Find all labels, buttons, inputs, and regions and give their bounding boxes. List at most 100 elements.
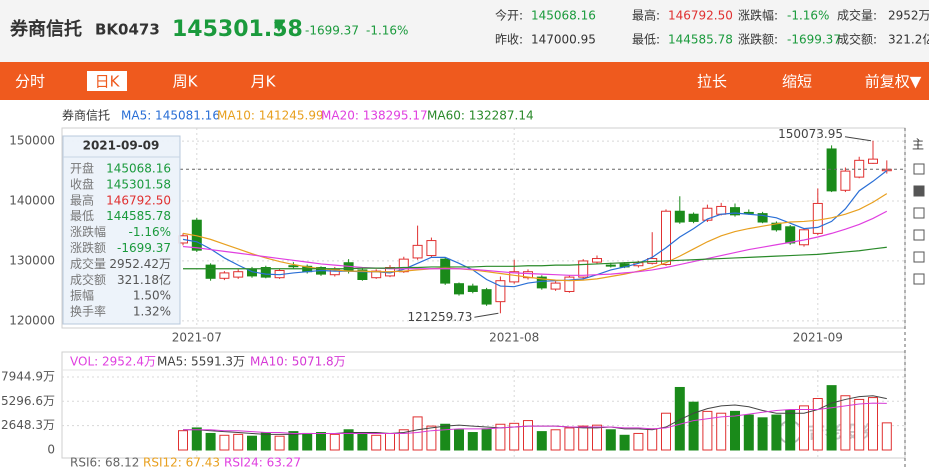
- ma-line: [182, 193, 888, 282]
- stat-label: 最低:: [632, 33, 660, 47]
- stat-value: 144585.78: [668, 33, 733, 47]
- info-label: 收盘: [70, 176, 94, 191]
- info-value: 146792.50: [106, 193, 171, 207]
- volume-bar: [371, 434, 382, 451]
- volume-bar: [302, 432, 313, 451]
- candle-body: [219, 272, 230, 279]
- volume-bar: [785, 409, 796, 451]
- checkbox[interactable]: [913, 251, 925, 263]
- volume-bar: [840, 395, 851, 451]
- info-value: 1.50%: [133, 289, 171, 303]
- volume-bar: [743, 414, 754, 451]
- volume-bar: [343, 429, 354, 451]
- info-value: 145301.58: [106, 177, 171, 191]
- volume-bar: [219, 434, 230, 451]
- stat-label: 成交量:: [837, 8, 877, 23]
- volume-bar: [454, 429, 464, 451]
- volume-bar: [826, 385, 837, 451]
- stat-label: 最高:: [632, 8, 660, 23]
- stock-name: 券商信托: [9, 18, 82, 40]
- sidebar-label: 主: [912, 138, 924, 152]
- candle-body: [716, 205, 727, 215]
- tab[interactable]: 日K: [95, 73, 121, 91]
- checkbox[interactable]: [913, 229, 925, 241]
- info-value: -1699.37: [117, 241, 171, 255]
- volume-bar: [661, 412, 671, 451]
- y-tick-label: 120000: [9, 313, 55, 327]
- candle-body: [840, 170, 851, 191]
- stat-value: 147000.95: [531, 33, 596, 47]
- candle-body: [578, 260, 589, 278]
- volume-bar: [467, 432, 478, 451]
- volume-bar: [592, 424, 602, 451]
- candle-body: [674, 210, 685, 223]
- checkbox[interactable]: [913, 163, 925, 175]
- volume-bar: [385, 432, 395, 451]
- volume-bar: [771, 414, 782, 451]
- checkbox[interactable]: [913, 207, 925, 219]
- header-bg: [0, 0, 929, 62]
- candle-body: [757, 213, 768, 223]
- volume-bar: [233, 433, 244, 451]
- candle-body: [440, 258, 451, 284]
- info-value: 144585.78: [106, 209, 171, 223]
- tab[interactable]: 分时: [15, 73, 45, 91]
- volume-bar: [688, 401, 699, 451]
- tab-button[interactable]: 前复权▼: [865, 73, 922, 91]
- y-tick-label: 5296.6万: [1, 394, 55, 408]
- stat-label: 昨收:: [495, 33, 523, 47]
- x-tick-label: 2021-08: [489, 331, 539, 345]
- candle-body: [868, 158, 878, 164]
- volume-bar: [868, 397, 878, 451]
- candle-body: [536, 276, 547, 289]
- tab-button[interactable]: 拉长: [697, 73, 727, 91]
- candle-body: [592, 258, 602, 263]
- candle-body: [357, 269, 368, 280]
- volume-legend: VOL: 2952.4万: [70, 355, 156, 369]
- volume-bar: [633, 432, 644, 451]
- info-label: 成交额: [70, 272, 106, 287]
- legend-entry: MA10: 141245.99: [217, 109, 324, 123]
- info-value: -1.16%: [129, 225, 171, 239]
- volume-bar: [329, 433, 340, 451]
- y-tick-label: 140000: [9, 194, 55, 208]
- info-label: 成交量: [70, 256, 106, 271]
- volume-bar: [730, 410, 740, 451]
- checkbox[interactable]: [913, 185, 925, 197]
- volume-bar: [509, 422, 520, 451]
- volume-bar: [274, 435, 285, 451]
- info-label: 振幅: [70, 288, 94, 303]
- candle-body: [550, 282, 561, 290]
- volume-bar: [619, 434, 630, 451]
- indicator-label: RSI12: 67.43: [143, 456, 220, 469]
- info-label: 最低: [70, 209, 94, 223]
- candle-body: [799, 229, 809, 246]
- tab[interactable]: 月K: [251, 73, 277, 91]
- stat-value: -1.16%: [787, 9, 829, 23]
- stat-label: 今开:: [495, 8, 523, 23]
- price-arrow: ▼: [274, 20, 284, 35]
- x-tick-label: 2021-07: [172, 331, 222, 345]
- tab-button[interactable]: 缩短: [782, 73, 812, 91]
- checkbox[interactable]: [913, 273, 925, 285]
- volume-bar: [260, 432, 271, 451]
- stat-value: 2952万: [888, 9, 929, 23]
- volume-bar: [881, 422, 892, 451]
- candle-body: [605, 264, 616, 267]
- volume-bar: [812, 398, 823, 451]
- info-value: 1.32%: [133, 305, 171, 319]
- candle-body: [205, 264, 216, 279]
- volume-bar: [440, 423, 451, 451]
- info-value: 321.18亿: [117, 272, 171, 287]
- tab[interactable]: 周K: [173, 73, 199, 91]
- candle-body: [509, 271, 520, 283]
- info-label: 最高: [70, 192, 94, 207]
- tab-bar: [0, 62, 929, 100]
- indicator-label: RSI6: 68.12: [70, 456, 139, 469]
- stat-value: -1699.37: [787, 33, 841, 47]
- candle-body: [564, 276, 575, 292]
- volume-ma-line: [183, 402, 887, 434]
- stat-label: 成交额:: [837, 32, 877, 47]
- price-change: -1699.37: [305, 24, 359, 38]
- candle-body: [495, 280, 506, 303]
